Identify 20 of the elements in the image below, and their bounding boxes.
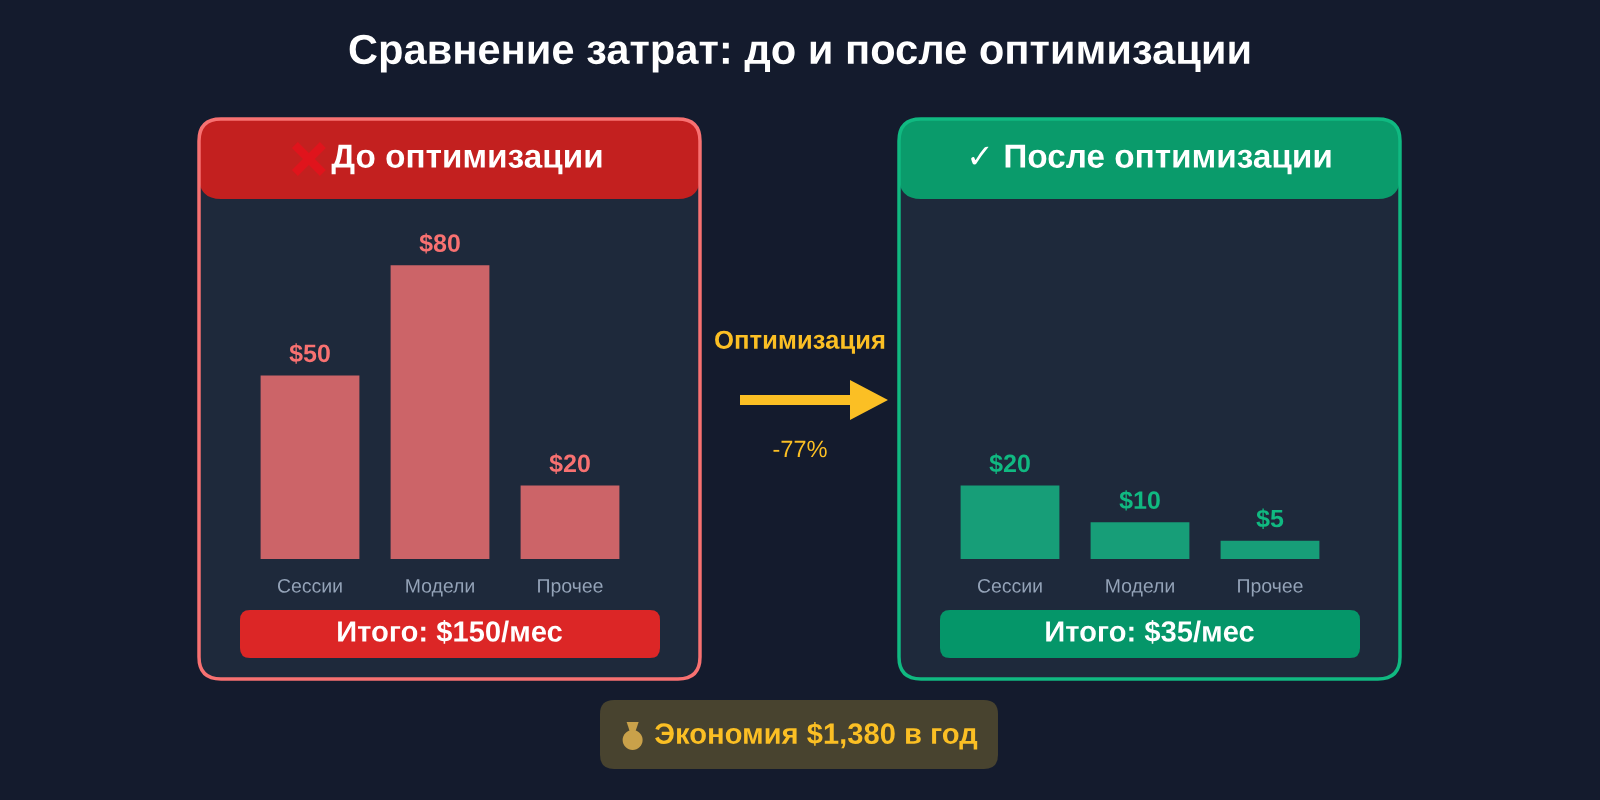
x-tick-label: Модели <box>1106 579 1174 597</box>
x-tick-label: Модели <box>406 579 474 597</box>
text: Оптимизация <box>715 330 885 354</box>
text: -77% <box>773 440 827 458</box>
data-label: $5 <box>1256 508 1284 529</box>
data-label: $20 <box>989 453 1030 474</box>
data-label: $10 <box>1119 490 1160 511</box>
text: Экономия $1,380 в год <box>655 722 978 750</box>
data-label: $20 <box>549 453 590 474</box>
text: Итого: $150/мес <box>338 619 562 644</box>
x-tick-label: Сессии <box>977 578 1042 593</box>
text: Сравнение затрат: до и после оптимизации <box>349 34 1250 73</box>
data-label: $80 <box>419 233 460 254</box>
x-tick-label: Прочее <box>1238 579 1303 597</box>
x-tick-label: Прочее <box>538 579 603 597</box>
chart-title: ✓ После оптимизации <box>971 144 1331 175</box>
data-label: $50 <box>289 343 330 364</box>
text: Итого: $35/мес <box>1046 619 1254 644</box>
chart-title: До оптимизации <box>331 144 602 175</box>
x-tick-label: Сессии <box>277 578 342 593</box>
